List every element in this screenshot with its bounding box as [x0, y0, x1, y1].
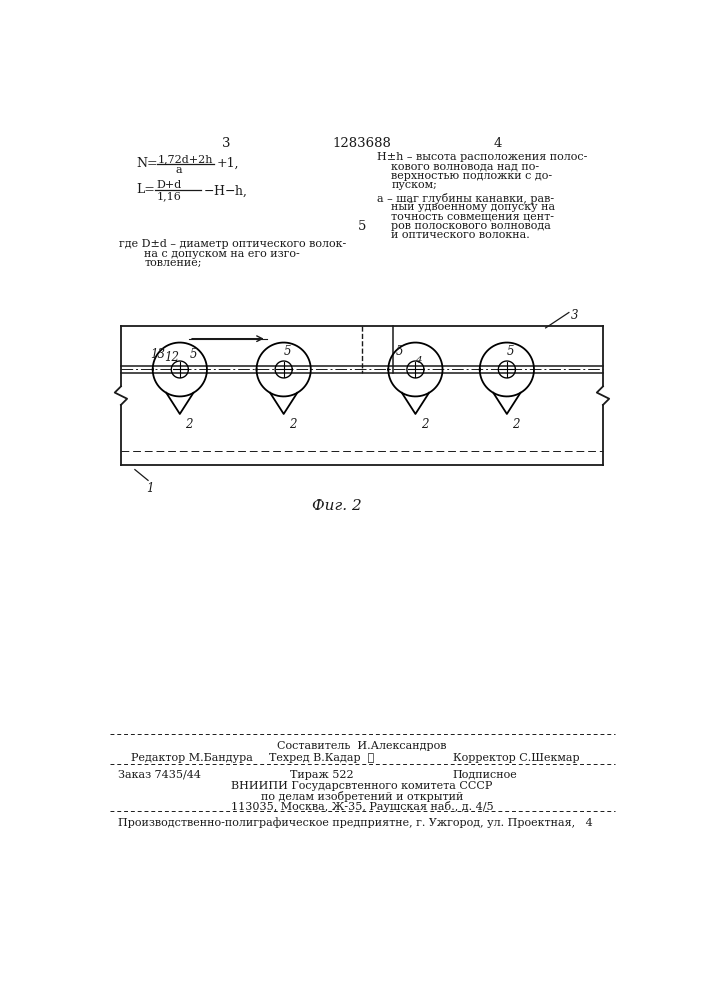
Text: пуском;: пуском;	[392, 180, 437, 190]
Text: $-$H$-$h,: $-$H$-$h,	[203, 183, 247, 199]
Text: 5: 5	[284, 345, 291, 358]
Text: кового волновода над по-: кового волновода над по-	[392, 162, 539, 172]
Text: на с допуском на его изго-: на с допуском на его изго-	[144, 249, 300, 259]
Text: 2: 2	[185, 418, 193, 431]
Text: H±h – высота расположения полос-: H±h – высота расположения полос-	[378, 152, 588, 162]
Text: верхностью подложки с до-: верхностью подложки с до-	[392, 171, 553, 181]
Text: Заказ 7435/44: Заказ 7435/44	[118, 770, 201, 780]
Text: 12: 12	[165, 351, 180, 364]
Text: 5: 5	[396, 345, 404, 358]
Text: 5: 5	[189, 348, 197, 361]
Text: a – шаг глубины канавки, рав-: a – шаг глубины канавки, рав-	[378, 193, 554, 204]
Text: 13: 13	[151, 348, 165, 361]
Text: где D±d – диаметр оптического волок-: где D±d – диаметр оптического волок-	[119, 239, 346, 249]
Text: 2: 2	[513, 418, 520, 431]
Text: L=: L=	[136, 183, 156, 196]
Text: 1: 1	[146, 482, 154, 495]
Text: ВНИИПИ Государсвтенного комитета СССР: ВНИИПИ Государсвтенного комитета СССР	[231, 781, 493, 791]
Text: ный удвоенному допуску на: ный удвоенному допуску на	[392, 202, 556, 212]
Text: 5: 5	[358, 220, 366, 233]
Text: D+d: D+d	[156, 180, 182, 190]
Text: по делам изобретений и открытий: по делам изобретений и открытий	[261, 791, 463, 802]
Text: Производственно-полиграфическое предприятне, г. Ужгород, ул. Проектная,   4: Производственно-полиграфическое предприя…	[118, 817, 592, 828]
Text: 1283688: 1283688	[332, 137, 392, 150]
Text: Фиг. 2: Фиг. 2	[312, 499, 361, 513]
Text: Тираж 522: Тираж 522	[290, 770, 354, 780]
Text: 4: 4	[493, 137, 502, 150]
Text: Составитель  И.Александров: Составитель И.Александров	[277, 741, 447, 751]
Text: a: a	[176, 165, 182, 175]
Text: Редактор М.Бандура: Редактор М.Бандура	[131, 753, 253, 763]
Text: 4: 4	[415, 356, 422, 365]
Text: 1,16: 1,16	[156, 191, 182, 201]
Text: 5: 5	[507, 345, 515, 358]
Text: 3: 3	[222, 137, 230, 150]
Text: Подписное: Подписное	[452, 770, 518, 780]
Text: ров полоскового волновода: ров полоскового волновода	[392, 221, 551, 231]
Text: +1,: +1,	[216, 157, 239, 170]
Text: Техред В.Кадар  ✓: Техред В.Кадар ✓	[269, 753, 374, 763]
Text: 113035, Москва, Ж-35, Раушская наб., д. 4/5: 113035, Москва, Ж-35, Раушская наб., д. …	[230, 801, 493, 812]
Text: 1,72d+2h: 1,72d+2h	[158, 154, 214, 164]
Text: N=: N=	[136, 157, 158, 170]
Text: Корректор С.Шекмар: Корректор С.Шекмар	[452, 753, 579, 763]
Text: 3: 3	[571, 309, 578, 322]
Text: 2: 2	[289, 418, 297, 431]
Text: точность совмещения цент-: точность совмещения цент-	[392, 212, 554, 222]
Text: товление;: товление;	[144, 258, 201, 268]
Text: 2: 2	[421, 418, 428, 431]
Text: и оптического волокна.: и оптического волокна.	[392, 230, 530, 240]
